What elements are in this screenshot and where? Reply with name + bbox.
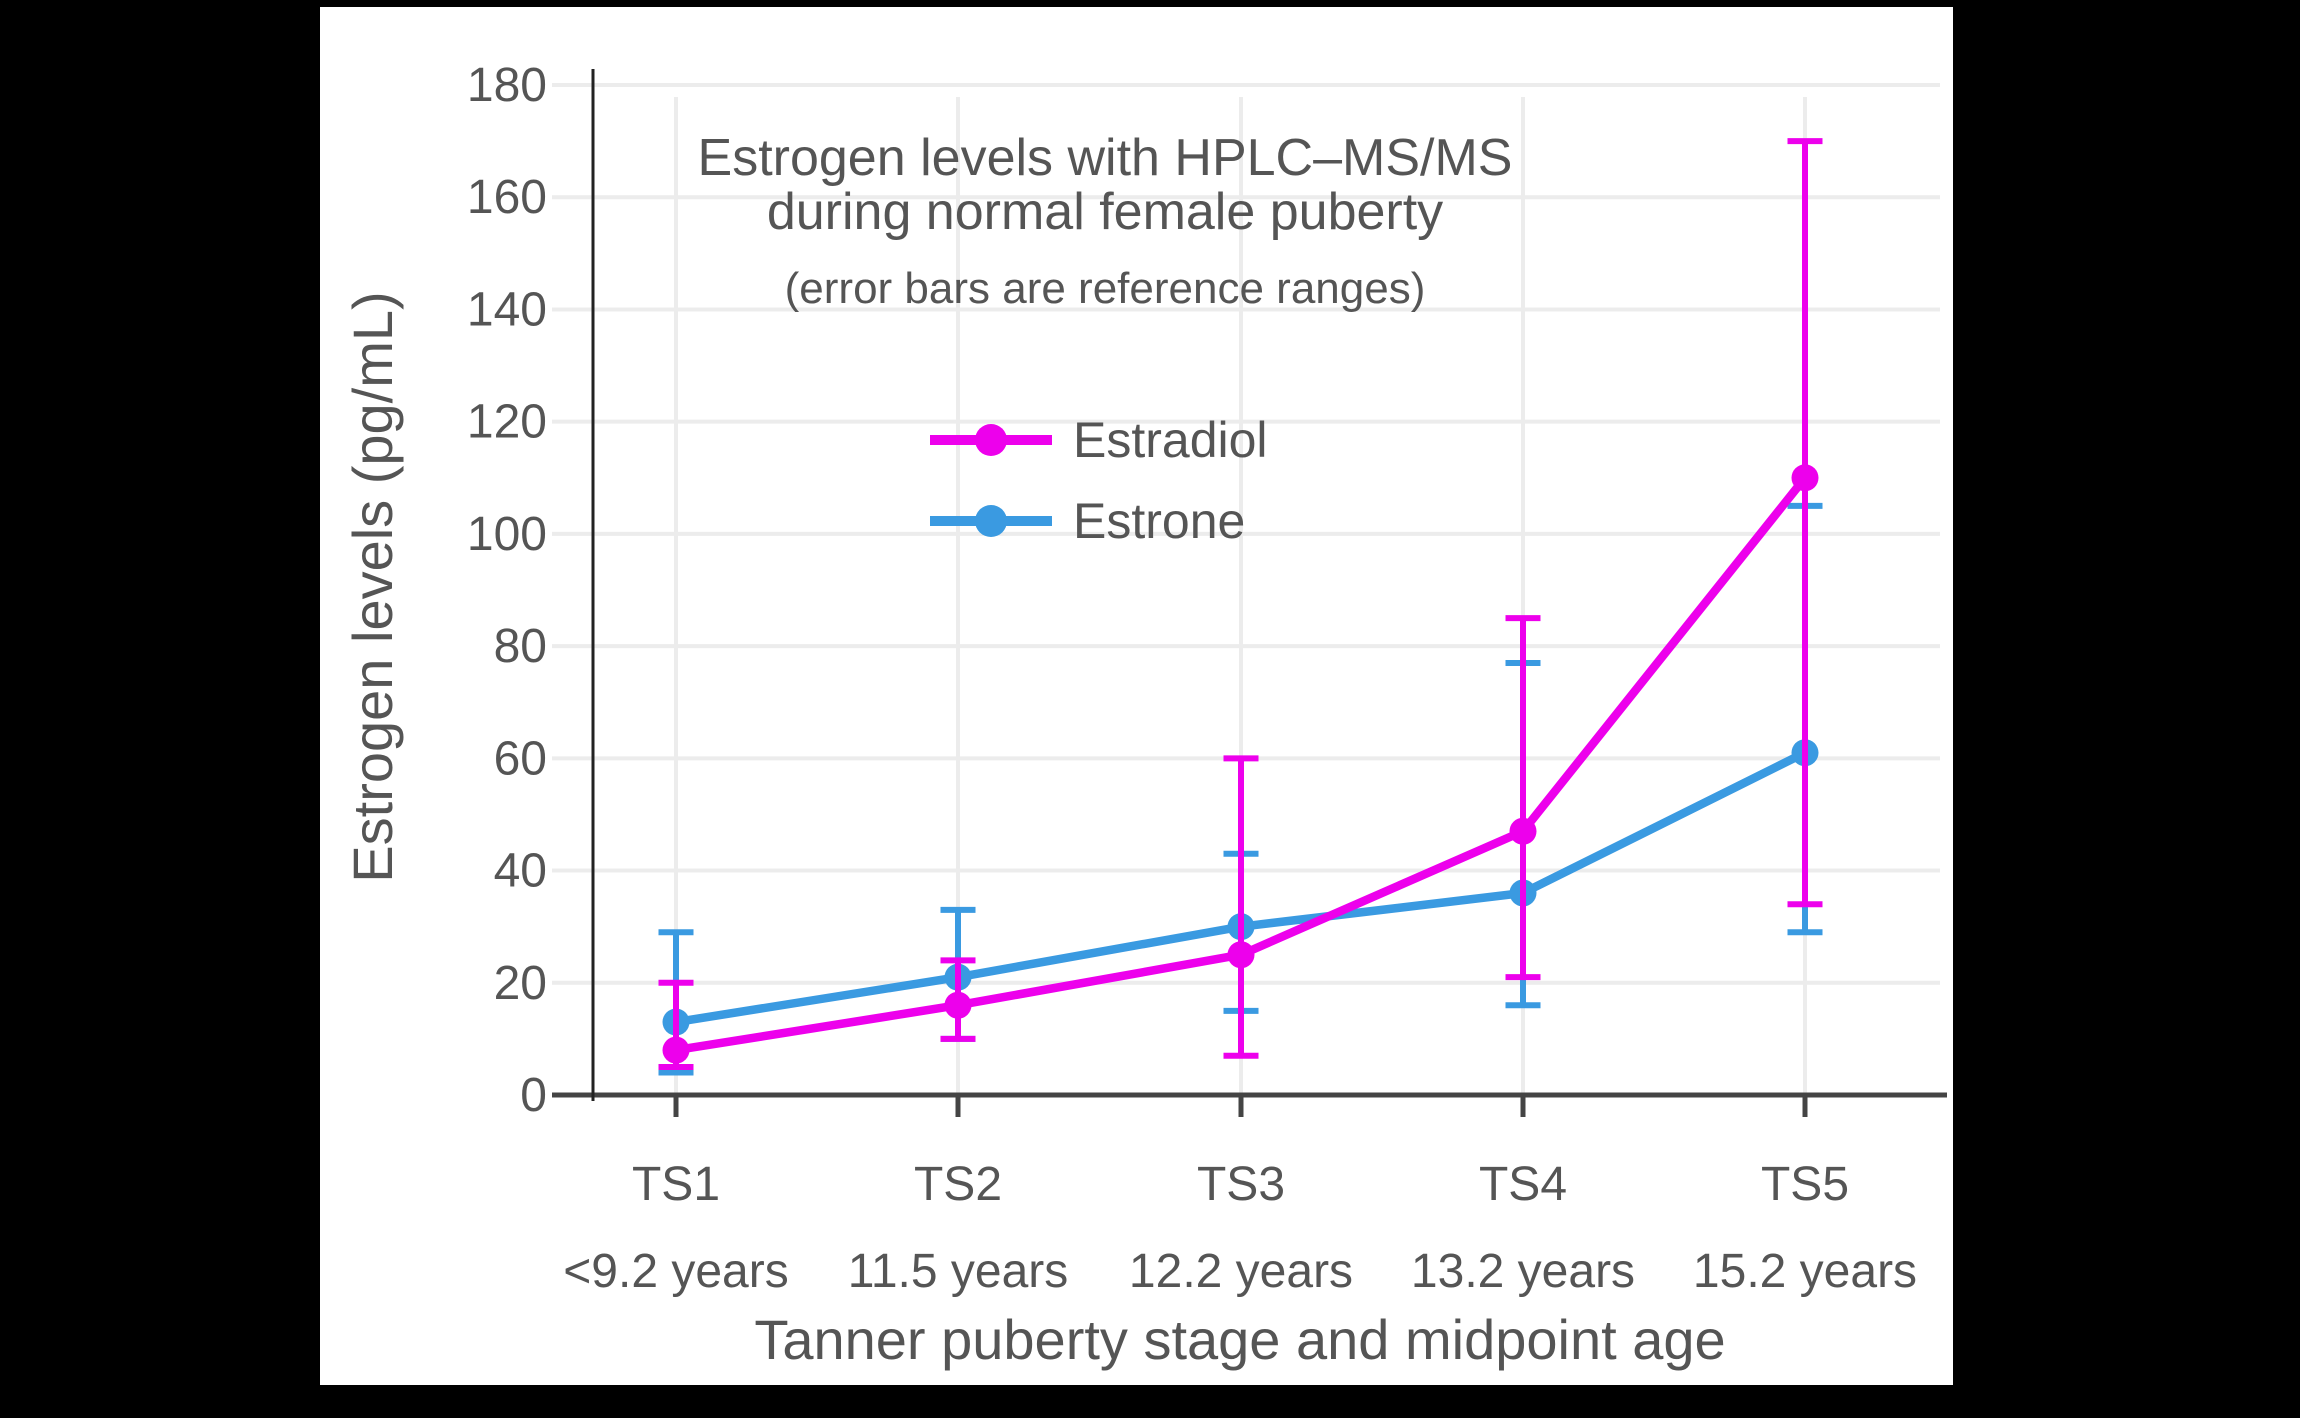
y-tick-label-40: 40: [494, 845, 547, 898]
y-tick-label-20: 20: [494, 957, 547, 1010]
error-bar-estradiol-ts3: [1223, 755, 1259, 1059]
legend-item-estrone: Estrone: [930, 493, 1245, 549]
x-sublabel-ts4: 13.2 years: [1411, 1245, 1635, 1298]
x-tick-label-ts4: TS4: [1479, 1158, 1567, 1211]
x-sublabel-ts1: <9.2 years: [563, 1245, 788, 1298]
x-axis-title: Tanner puberty stage and midpoint age: [754, 1308, 1725, 1371]
error-bar-estradiol-ts4: [1505, 615, 1541, 981]
y-tick-label-140: 140: [467, 283, 547, 336]
x-tick-label-ts2: TS2: [914, 1158, 1002, 1211]
error-bar-estradiol-ts5: [1787, 138, 1823, 908]
legend: Estradiol Estrone: [930, 412, 1268, 549]
x-sublabel-ts5: 15.2 years: [1693, 1245, 1917, 1298]
x-tick-label-ts5: TS5: [1761, 1158, 1849, 1211]
y-tick-label-0: 0: [520, 1069, 547, 1122]
x-sublabel-ts3: 12.2 years: [1129, 1245, 1353, 1298]
data-point-estradiol-ts4: [1509, 817, 1537, 845]
chart-canvas: TS1 <9.2 years TS2 11.5 years TS3 12.2 years T…: [320, 7, 1953, 1385]
legend-marker-estrone: [975, 505, 1007, 537]
chart-title-line1: Estrogen levels with HPLC–MS/MS: [698, 129, 1513, 187]
legend-label-estradiol: Estradiol: [1073, 412, 1268, 468]
data-point-estradiol-ts3: [1227, 941, 1255, 969]
y-tick-label-80: 80: [494, 620, 547, 673]
legend-marker-estradiol: [975, 424, 1007, 456]
series-estradiol: [658, 138, 1823, 1070]
estrogen-levels-chart: TS1 <9.2 years TS2 11.5 years TS3 12.2 years T…: [341, 59, 1947, 1371]
legend-label-estrone: Estrone: [1073, 493, 1245, 549]
chart-title-line2: during normal female puberty: [767, 183, 1443, 241]
y-tick-label-60: 60: [494, 732, 547, 785]
y-tick-label-100: 100: [467, 508, 547, 561]
data-point-estradiol-ts2: [944, 991, 972, 1019]
data-point-estradiol-ts5: [1791, 464, 1819, 492]
x-tick-label-ts3: TS3: [1197, 1158, 1285, 1211]
y-tick-label-160: 160: [467, 171, 547, 224]
chart-subtitle: (error bars are reference ranges): [785, 264, 1426, 313]
y-tick-label-180: 180: [467, 59, 547, 112]
x-tick-label-ts1: TS1: [632, 1158, 720, 1211]
x-sublabel-ts2: 11.5 years: [848, 1245, 1069, 1298]
data-point-estradiol-ts1: [662, 1036, 690, 1064]
y-axis-title: Estrogen levels (pg/mL): [341, 291, 404, 882]
y-tick-label-120: 120: [467, 396, 547, 449]
legend-item-estradiol: Estradiol: [930, 412, 1268, 468]
